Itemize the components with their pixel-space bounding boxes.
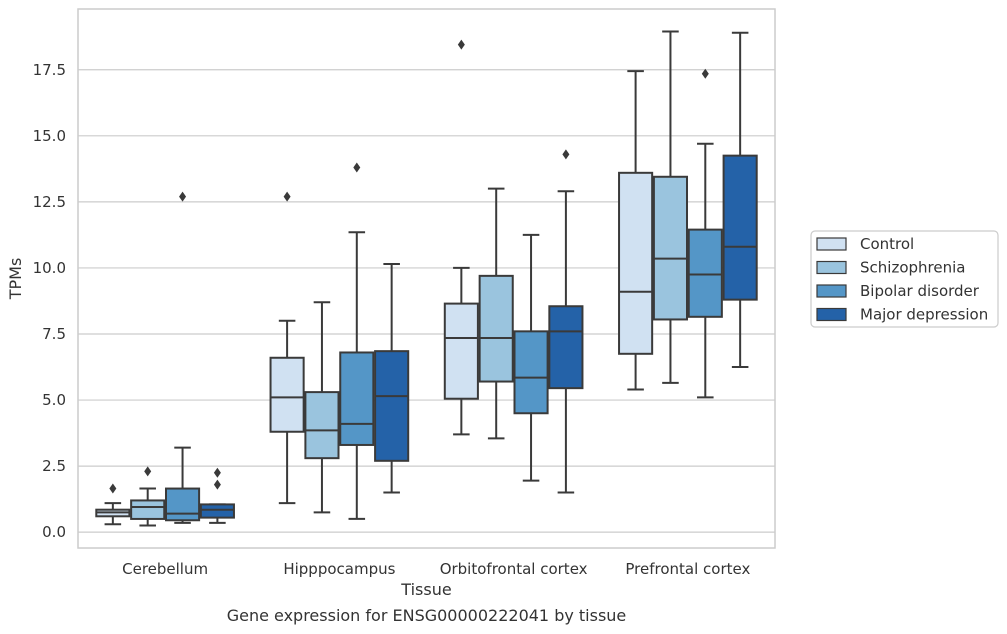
y-tick-label: 10.0 xyxy=(33,259,66,277)
legend-frame xyxy=(810,230,999,328)
legend-swatch xyxy=(816,237,847,251)
box-body xyxy=(478,274,514,383)
box-bipolar-disorder xyxy=(164,191,201,524)
outlier-point xyxy=(213,479,221,490)
outlier-point xyxy=(109,483,117,494)
y-tick-label: 15.0 xyxy=(33,127,66,145)
box-bipolar-disorder xyxy=(339,162,375,520)
box-control xyxy=(269,191,305,505)
box-bipolar-disorder xyxy=(513,233,549,482)
box-body xyxy=(618,171,654,355)
box-body xyxy=(513,330,549,415)
outlier-point xyxy=(213,467,221,478)
x-tick-labels: Cerebellum Hipppocampus Orbitofrontal cort… xyxy=(122,560,750,578)
box-body xyxy=(130,499,166,520)
box-body xyxy=(374,350,410,462)
legend-label: Bipolar disorder xyxy=(860,282,980,300)
legend-swatch xyxy=(816,307,847,322)
plot-frame xyxy=(77,8,776,549)
box-body xyxy=(269,356,305,433)
y-tick-label: 0.0 xyxy=(42,523,66,541)
box-body xyxy=(722,154,758,301)
box-body xyxy=(687,228,723,318)
box-body xyxy=(652,175,689,321)
legend-label: Control xyxy=(860,235,914,253)
box-body xyxy=(304,391,340,460)
y-tick-label: 5.0 xyxy=(42,391,66,409)
box-control xyxy=(618,70,654,391)
box-plot-area xyxy=(95,30,758,527)
box-body xyxy=(199,503,235,519)
y-tick-label: 7.5 xyxy=(42,325,66,343)
outlier-point xyxy=(179,191,187,202)
outlier-point xyxy=(283,191,291,202)
y-tick-label: 12.5 xyxy=(33,193,66,211)
x-tick-label: Prefrontal cortex xyxy=(625,560,750,578)
chart-caption: Gene expression for ENSG00000222041 by t… xyxy=(227,606,627,625)
box-major-depression xyxy=(374,262,410,494)
outlier-point xyxy=(701,68,709,79)
box-schizophrenia xyxy=(304,301,340,514)
y-tick-labels: 0.0 2.5 5.0 7.5 10.0 12.5 15.0 17.5 xyxy=(33,61,66,541)
box-schizophrenia xyxy=(478,187,514,440)
x-tick-label: Hipppocampus xyxy=(283,560,395,578)
outlier-point xyxy=(144,466,152,477)
box-body xyxy=(548,305,584,390)
box-major-depression xyxy=(199,467,235,524)
legend-swatch xyxy=(816,284,847,298)
x-axis-label: Tissue xyxy=(400,580,451,599)
y-tick-label: 2.5 xyxy=(42,457,66,475)
y-axis-label: TPMs xyxy=(6,258,25,301)
grid-lines xyxy=(78,69,775,533)
x-tick-label: Orbitofrontal cortex xyxy=(440,560,588,578)
box-body xyxy=(339,351,375,446)
y-tick-label: 17.5 xyxy=(33,61,66,79)
box-major-depression xyxy=(548,149,584,494)
outlier-point xyxy=(457,39,465,50)
legend-label: Schizophrenia xyxy=(860,259,965,277)
box-control xyxy=(95,483,131,526)
outlier-point xyxy=(562,149,570,160)
legend: Control Schizophrenia Bipolar disorder Majo… xyxy=(810,230,999,328)
box-schizophrenia xyxy=(652,30,689,384)
box-bipolar-disorder xyxy=(687,68,723,399)
outlier-point xyxy=(353,162,361,173)
x-tick-label: Cerebellum xyxy=(122,560,208,578)
box-body xyxy=(443,302,479,400)
box-major-depression xyxy=(722,31,758,369)
legend-swatch xyxy=(816,260,847,275)
box-control xyxy=(443,39,479,436)
legend-label: Major depression xyxy=(860,306,988,324)
box-body xyxy=(164,487,201,522)
box-schizophrenia xyxy=(130,466,166,527)
